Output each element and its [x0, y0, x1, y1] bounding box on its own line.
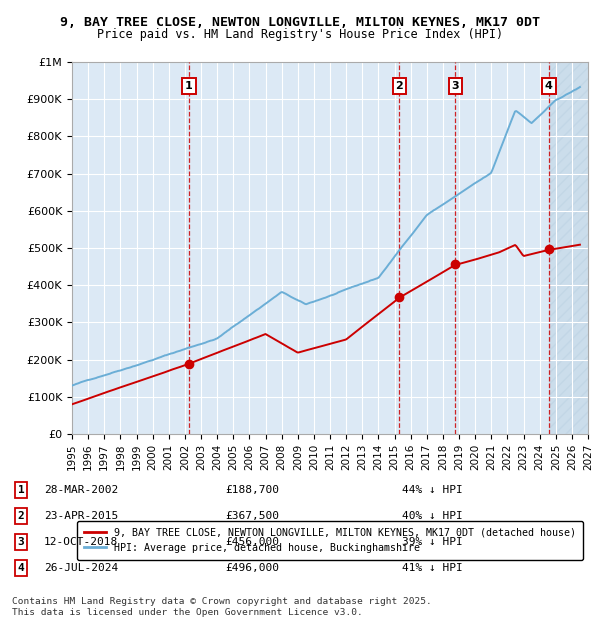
Text: 44% ↓ HPI: 44% ↓ HPI: [401, 485, 463, 495]
Text: 39% ↓ HPI: 39% ↓ HPI: [401, 537, 463, 547]
Text: 41% ↓ HPI: 41% ↓ HPI: [401, 563, 463, 573]
Text: 3: 3: [452, 81, 459, 91]
Text: £188,700: £188,700: [225, 485, 279, 495]
Text: Contains HM Land Registry data © Crown copyright and database right 2025.
This d: Contains HM Land Registry data © Crown c…: [12, 598, 432, 617]
Text: 4: 4: [17, 563, 25, 573]
Text: 12-OCT-2018: 12-OCT-2018: [44, 537, 118, 547]
Text: 3: 3: [17, 537, 25, 547]
Text: 4: 4: [545, 81, 553, 91]
Text: Price paid vs. HM Land Registry's House Price Index (HPI): Price paid vs. HM Land Registry's House …: [97, 28, 503, 41]
Bar: [548, 62, 588, 434]
Text: £456,000: £456,000: [225, 537, 279, 547]
Text: 23-APR-2015: 23-APR-2015: [44, 511, 118, 521]
Text: £367,500: £367,500: [225, 511, 279, 521]
Text: 2: 2: [395, 81, 403, 91]
Text: 1: 1: [185, 81, 193, 91]
Text: 28-MAR-2002: 28-MAR-2002: [44, 485, 118, 495]
Text: 9, BAY TREE CLOSE, NEWTON LONGVILLE, MILTON KEYNES, MK17 0DT: 9, BAY TREE CLOSE, NEWTON LONGVILLE, MIL…: [60, 16, 540, 29]
Legend: 9, BAY TREE CLOSE, NEWTON LONGVILLE, MILTON KEYNES, MK17 0DT (detached house), H: 9, BAY TREE CLOSE, NEWTON LONGVILLE, MIL…: [77, 521, 583, 560]
Text: 1: 1: [17, 485, 25, 495]
Text: 2: 2: [17, 511, 25, 521]
Text: 26-JUL-2024: 26-JUL-2024: [44, 563, 118, 573]
Text: £496,000: £496,000: [225, 563, 279, 573]
Text: 40% ↓ HPI: 40% ↓ HPI: [401, 511, 463, 521]
